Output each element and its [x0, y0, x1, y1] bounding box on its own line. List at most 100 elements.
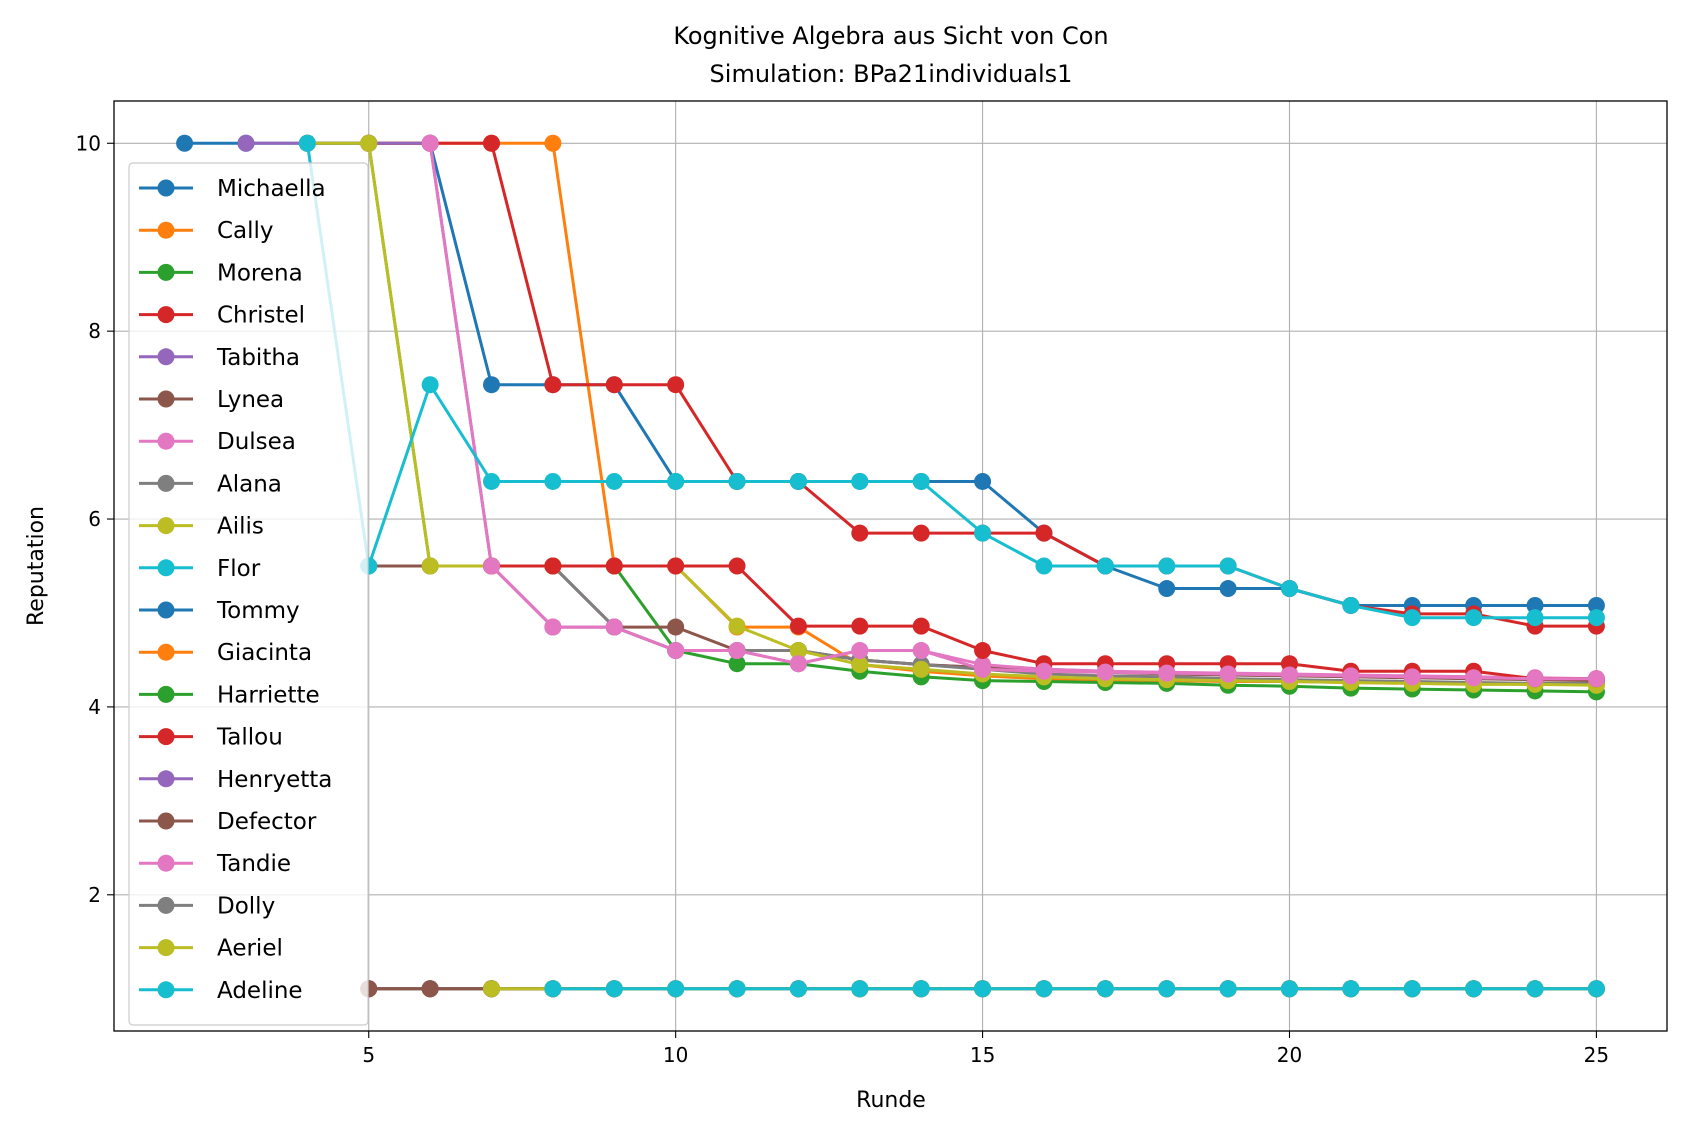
x-tick-label: 10 — [663, 1043, 688, 1067]
legend-marker — [157, 939, 175, 957]
legend-label: Christel — [217, 303, 305, 329]
legend-item: Flor — [139, 556, 261, 582]
data-point — [483, 557, 501, 575]
legend-marker — [157, 770, 175, 788]
data-point — [544, 618, 562, 636]
data-point — [1526, 980, 1544, 998]
data-point — [789, 980, 807, 998]
data-point — [728, 980, 746, 998]
data-point — [667, 376, 685, 394]
legend-label: Ailis — [217, 514, 264, 540]
legend-marker — [157, 517, 175, 535]
data-point — [789, 655, 807, 673]
data-point — [1465, 669, 1483, 687]
data-point — [1587, 670, 1605, 688]
data-point — [1526, 670, 1544, 688]
data-point — [483, 134, 501, 152]
data-point — [1035, 557, 1053, 575]
data-point — [851, 656, 869, 674]
data-point — [544, 980, 562, 998]
data-point — [974, 660, 992, 678]
data-point — [912, 980, 930, 998]
legend-marker — [157, 685, 175, 703]
legend-marker — [157, 263, 175, 281]
data-point — [1158, 664, 1176, 682]
data-point — [728, 655, 746, 673]
legend-label: Tommy — [216, 598, 300, 624]
series-line — [246, 141, 1597, 681]
data-point — [544, 472, 562, 490]
legend-marker — [157, 474, 175, 492]
legend-marker — [157, 854, 175, 872]
legend-marker — [157, 348, 175, 366]
legend-label: Tallou — [216, 725, 283, 751]
x-tick-label: 15 — [970, 1043, 995, 1067]
legend-item: Aeriel — [139, 936, 283, 962]
data-point — [605, 472, 623, 490]
data-point — [483, 376, 501, 394]
data-point — [1342, 980, 1360, 998]
legend-item: Lynea — [139, 387, 284, 413]
legend-label: Alana — [217, 471, 282, 497]
data-point — [1096, 663, 1114, 681]
legend-marker — [157, 390, 175, 408]
data-point — [974, 472, 992, 490]
data-point — [421, 980, 439, 998]
axis-ticks: 5 10 15 20 25 2 4 6 8 10 — [76, 131, 1610, 1067]
legend-label: Tandie — [216, 851, 291, 877]
data-point — [1219, 665, 1237, 683]
data-point — [1526, 609, 1544, 627]
legend-box — [128, 162, 369, 1026]
data-point — [1403, 980, 1421, 998]
data-point — [912, 617, 930, 635]
data-point — [851, 642, 869, 660]
legend-marker — [157, 981, 175, 999]
data-point — [1280, 580, 1298, 598]
x-tick-label: 20 — [1277, 1043, 1302, 1067]
data-point — [1342, 596, 1360, 614]
data-point — [851, 617, 869, 635]
data-point — [912, 472, 930, 490]
data-point — [421, 134, 439, 152]
data-point — [1465, 609, 1483, 627]
data-point — [667, 642, 685, 660]
data-point — [421, 376, 439, 394]
legend-item: Christel — [139, 303, 305, 329]
data-point — [1158, 980, 1176, 998]
x-tick-label: 5 — [362, 1043, 375, 1067]
legend-item: Adeline — [139, 978, 303, 1004]
data-point — [605, 618, 623, 636]
y-tick-label: 2 — [88, 883, 101, 907]
data-point — [789, 642, 807, 660]
data-point — [851, 980, 869, 998]
data-point — [667, 618, 685, 636]
series-michaella — [176, 134, 1605, 614]
data-point — [728, 617, 746, 635]
legend-marker — [157, 896, 175, 914]
legend: Michaella Cally Morena Christel Tabitha Lynea… — [128, 162, 369, 1026]
legend-label: Henryetta — [217, 767, 332, 793]
data-point — [1219, 580, 1237, 598]
series-line — [428, 143, 1597, 681]
data-point — [1465, 980, 1483, 998]
legend-marker — [157, 812, 175, 830]
legend-label: Tabitha — [216, 345, 300, 371]
data-point — [851, 524, 869, 542]
y-tick-label: 4 — [88, 695, 101, 719]
legend-marker — [157, 306, 175, 324]
data-point — [483, 472, 501, 490]
x-tick-label: 25 — [1584, 1043, 1609, 1067]
data-point — [789, 617, 807, 635]
legend-label: Michaella — [217, 176, 326, 202]
y-axis-label: Reputation — [24, 506, 49, 626]
legend-item: Tabitha — [139, 345, 300, 371]
data-point — [1403, 668, 1421, 686]
data-point — [1280, 980, 1298, 998]
series-line — [184, 141, 1597, 607]
legend-marker — [157, 728, 175, 746]
data-point — [421, 557, 439, 575]
data-point — [667, 980, 685, 998]
chart-title: Kognitive Algebra aus Sicht von Con — [673, 22, 1108, 50]
data-point — [667, 472, 685, 490]
